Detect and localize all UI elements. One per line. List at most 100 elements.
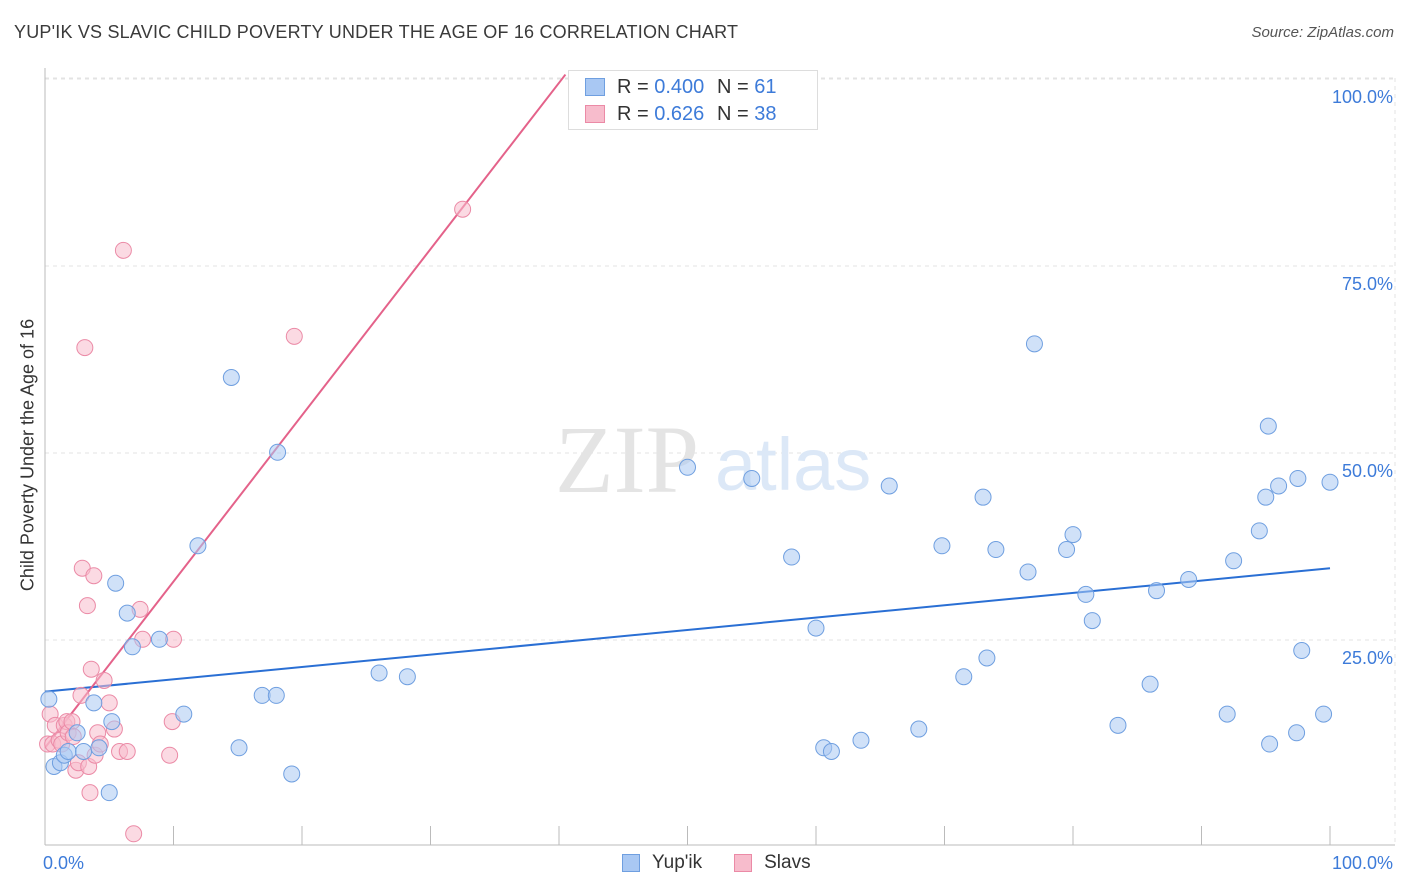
yupik-point	[1259, 417, 1277, 435]
yupik-point	[59, 743, 77, 760]
slavs-point	[454, 200, 472, 218]
yupik-point	[1288, 724, 1306, 742]
legend-item-slavs: Slavs	[734, 852, 811, 874]
legend-label-slavs: Slavs	[764, 852, 811, 873]
correlation-legend: R = 0.400 N = 61 R = 0.626 N = 38	[568, 70, 818, 130]
slavs-point	[114, 241, 132, 259]
slavs-point	[76, 339, 94, 357]
trend-lines	[44, 73, 1331, 749]
watermark-atlas: atlas	[715, 423, 871, 506]
watermark: ZIP atlas	[555, 406, 871, 513]
legend-r-label: R =	[617, 75, 655, 98]
yupik-point	[1218, 705, 1236, 723]
legend-label-yupik: Yup'ik	[652, 852, 703, 873]
yupik-point	[1141, 675, 1159, 693]
yupik-point	[123, 638, 141, 656]
x-tick-label: 0.0%	[43, 853, 84, 873]
legend-r-value: 0.400	[654, 75, 705, 98]
legend-row-slavs: R = 0.626 N = 38	[585, 102, 797, 126]
y-axis-label: Child Poverty Under the Age of 16	[17, 318, 38, 592]
legend-swatch-slavs	[734, 854, 753, 872]
chart-title: YUP'IK VS SLAVIC CHILD POVERTY UNDER THE…	[14, 22, 739, 42]
yupik-point	[253, 686, 271, 704]
yupik-point	[933, 537, 951, 555]
yupik-point	[1289, 469, 1307, 487]
legend-n-value: 61	[754, 75, 777, 98]
series-legend: Yup'ik Slavs	[622, 852, 843, 874]
legend-n-value: 38	[754, 102, 777, 125]
y-tick-label: 25.0%	[1342, 648, 1393, 668]
slavs-point	[81, 784, 99, 802]
slavs-point	[72, 686, 90, 704]
legend-r-label: R =	[617, 102, 655, 125]
yupik-point	[1321, 473, 1339, 491]
yupik-point	[222, 369, 240, 386]
yupik-point	[1109, 716, 1127, 734]
yupik-point	[1019, 563, 1037, 581]
yupik-point	[974, 488, 992, 506]
yupik-point	[1261, 735, 1279, 753]
slavs-point	[118, 743, 136, 760]
yupik-point	[107, 574, 125, 592]
yupik-point	[267, 686, 285, 704]
y-tick-label: 100.0%	[1332, 87, 1393, 107]
x-tick-label: 100.0%	[1332, 853, 1393, 873]
slavs-point	[165, 630, 182, 648]
yupik-point	[1058, 541, 1076, 559]
yupik-point	[807, 619, 825, 637]
slavs-trend-line	[44, 73, 567, 749]
slavs-point	[285, 327, 303, 345]
yupik-point	[955, 668, 973, 686]
legend-swatch-yupik	[622, 854, 640, 872]
yupik-point	[1270, 477, 1288, 495]
yupik-point	[283, 765, 301, 783]
yupik-point	[1225, 552, 1243, 570]
yupik-point	[1077, 585, 1095, 603]
yupik-point	[880, 477, 898, 495]
yupik-point	[398, 668, 416, 686]
yupik-point	[40, 690, 58, 708]
slavs-point	[125, 825, 143, 843]
legend-swatch-yupik	[585, 78, 605, 96]
legend-n-label: N =	[717, 75, 755, 98]
legend-row-yupik: R = 0.400 N = 61	[585, 75, 797, 99]
yupik-point	[68, 724, 86, 742]
yupik-point	[910, 720, 928, 738]
yupik-point	[230, 739, 248, 757]
yupik-point	[103, 713, 121, 731]
yupik-points	[40, 335, 1339, 802]
yupik-point	[1257, 488, 1275, 506]
yupik-point	[783, 548, 801, 566]
slavs-point	[82, 660, 100, 678]
tick-labels: 25.0% 50.0% 75.0% 100.0% 0.0% 100.0%	[43, 87, 1393, 873]
y-tick-label: 50.0%	[1342, 461, 1393, 481]
slavs-point	[161, 746, 179, 764]
slavs-point	[95, 671, 113, 689]
yupik-point	[1064, 526, 1082, 544]
yupik-point	[370, 664, 388, 682]
source-label: Source: ZipAtlas.com	[1251, 24, 1394, 41]
yupik-point	[189, 537, 207, 555]
legend-r-value: 0.626	[654, 102, 705, 125]
yupik-point	[100, 784, 118, 802]
slavs-point	[100, 694, 118, 712]
yupik-point	[150, 630, 168, 648]
yupik-point	[85, 694, 103, 712]
slavs-point	[85, 567, 103, 585]
yupik-point	[75, 743, 93, 760]
yupik-point	[118, 604, 136, 622]
legend-n-label: N =	[717, 102, 755, 125]
axes	[44, 68, 1395, 846]
yupik-point	[1250, 522, 1268, 540]
yupik-point	[175, 705, 193, 723]
yupik-point	[1083, 612, 1101, 630]
yupik-point	[743, 469, 761, 487]
yupik-point	[822, 743, 840, 760]
watermark-zip: ZIP	[555, 406, 699, 513]
yupik-point	[978, 649, 996, 667]
slavs-point	[78, 597, 96, 615]
yupik-point	[1025, 335, 1043, 353]
yupik-point	[987, 541, 1005, 559]
legend-item-yupik: Yup'ik	[622, 852, 702, 874]
